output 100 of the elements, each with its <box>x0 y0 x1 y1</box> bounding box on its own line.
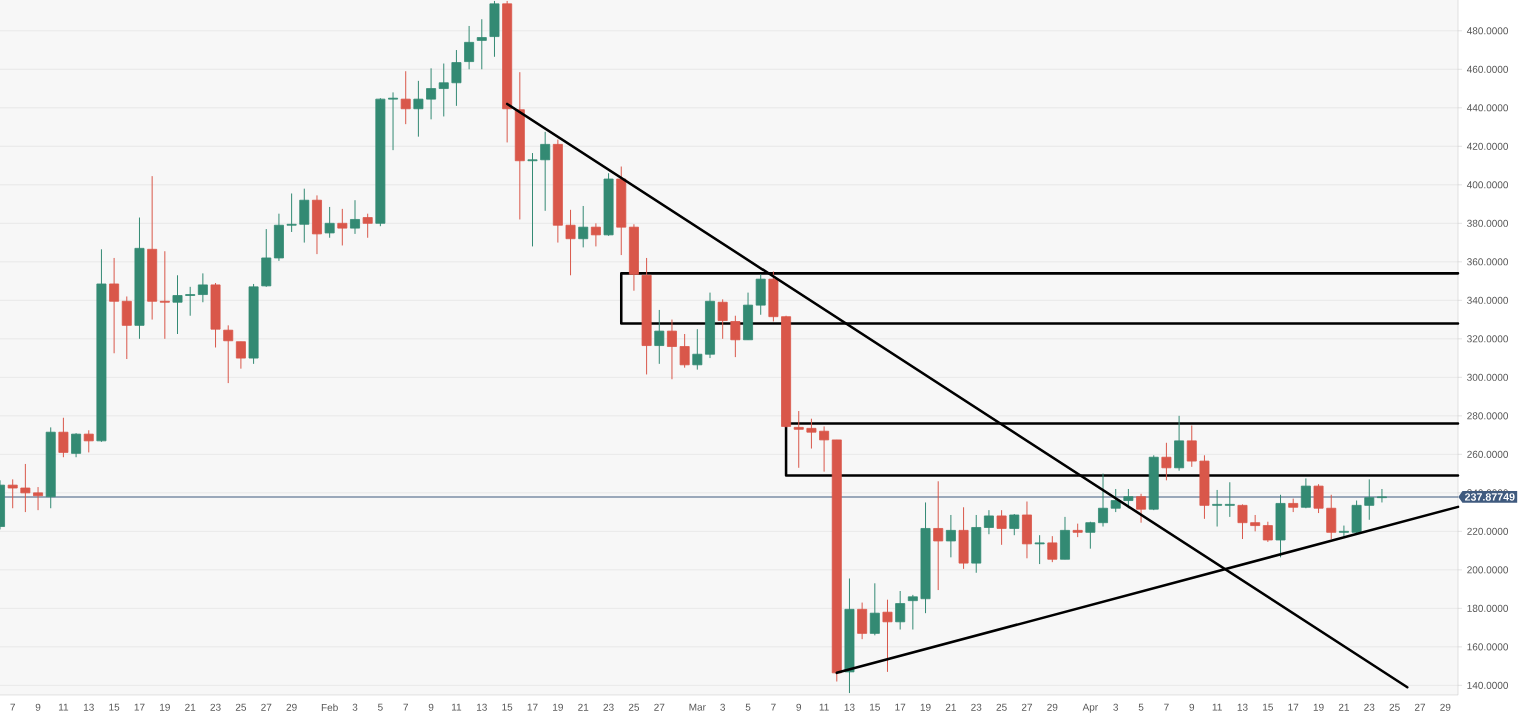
candlestick <box>185 286 196 317</box>
candlestick <box>1376 488 1387 503</box>
x-tick-label: 27 <box>654 703 665 711</box>
x-tick-label: 13 <box>844 703 855 711</box>
candlestick <box>692 328 703 371</box>
x-tick-label: 17 <box>527 703 538 711</box>
y-tick-label: 160.0000 <box>1467 643 1509 651</box>
candlestick <box>933 480 944 591</box>
candlestick <box>717 298 728 340</box>
candlestick <box>223 324 234 384</box>
candlestick <box>350 199 360 235</box>
x-tick-label: 17 <box>895 703 906 711</box>
candlestick <box>58 417 69 458</box>
candlestick <box>527 152 538 247</box>
x-tick-label: Feb <box>321 703 338 712</box>
x-tick-label: 15 <box>109 703 120 711</box>
candlestick <box>667 319 677 380</box>
candlestick <box>945 514 956 558</box>
x-tick-label: 29 <box>1440 703 1451 711</box>
x-tick-label: 7 <box>1164 703 1169 711</box>
y-tick-label: 440.0000 <box>1466 104 1509 112</box>
y-tick-label: 480.0000 <box>1466 27 1509 35</box>
candlestick <box>895 590 906 631</box>
candlestick <box>324 206 335 239</box>
x-tick-label: 9 <box>796 703 802 711</box>
candlestick <box>1313 483 1324 514</box>
x-tick-label: 15 <box>870 703 880 711</box>
x-tick-label: 21 <box>1338 703 1349 711</box>
candlestick <box>337 208 348 246</box>
candlestick <box>590 222 601 247</box>
x-tick-label: 11 <box>819 703 829 711</box>
x-tick-label: 11 <box>452 703 462 711</box>
x-tick-label: 23 <box>210 703 221 711</box>
x-tick-label: 17 <box>134 703 145 711</box>
x-tick-label: 5 <box>1138 703 1144 711</box>
candlestick <box>1262 521 1273 543</box>
candlestick <box>578 205 589 248</box>
y-tick-label: 420.0000 <box>1466 142 1509 150</box>
x-tick-label: 5 <box>745 703 751 711</box>
x-tick-label: 11 <box>1212 703 1222 711</box>
x-tick-label: 9 <box>35 703 41 711</box>
x-tick-label: 15 <box>502 703 513 711</box>
y-tick-label: 360.0000 <box>1467 258 1509 266</box>
y-tick-label: 280.0000 <box>1467 412 1509 420</box>
x-tick-label: 19 <box>920 703 931 711</box>
candlestick <box>20 463 31 513</box>
candlestick <box>464 25 475 70</box>
candlestick <box>540 131 551 212</box>
x-tick-label: 5 <box>377 703 383 711</box>
x-tick-label: 13 <box>83 703 94 711</box>
candlestick <box>1136 493 1147 524</box>
candlestick <box>882 599 893 673</box>
candlestick <box>1047 535 1058 563</box>
x-tick-label: 21 <box>945 703 956 711</box>
candlestick <box>362 213 373 239</box>
y-tick-label: 260.0000 <box>1467 450 1509 458</box>
candlestick <box>983 509 994 535</box>
candlestick <box>286 192 297 233</box>
y-tick-label: 140.0000 <box>1467 681 1509 689</box>
candlestick <box>1085 521 1096 550</box>
candlestick <box>1034 534 1045 565</box>
y-tick-label: 400.0000 <box>1466 181 1509 189</box>
y-tick-label: 320.0000 <box>1467 335 1509 343</box>
candlestick <box>819 425 830 473</box>
x-tick-label: 13 <box>1237 703 1248 711</box>
x-tick-label: Mar <box>689 703 706 711</box>
x-tick-label: 25 <box>1389 703 1400 711</box>
candlestick <box>1009 513 1020 536</box>
x-tick-label: 19 <box>553 703 563 711</box>
y-tick-label: 380.0000 <box>1467 219 1509 227</box>
x-tick-label: 3 <box>352 703 358 711</box>
x-tick-label: 23 <box>1364 703 1375 711</box>
candlestick <box>1300 477 1311 509</box>
candlestick <box>806 418 817 450</box>
y-tick-label: 300.0000 <box>1467 373 1509 381</box>
x-tick-label: 27 <box>261 703 272 711</box>
candlestick <box>1224 481 1235 518</box>
candlestick <box>109 257 120 354</box>
candlestick <box>7 478 18 509</box>
x-tick-label: 9 <box>1189 703 1195 711</box>
candlestick <box>1110 488 1121 513</box>
x-tick-label: 27 <box>1414 703 1426 711</box>
x-tick-label: 19 <box>160 703 170 711</box>
candlestick <box>426 67 437 120</box>
x-tick-label: 3 <box>1113 703 1119 711</box>
candlestick <box>1098 473 1108 528</box>
candlestick <box>413 80 424 138</box>
x-tick-label: 23 <box>603 703 614 711</box>
y-tick-label: 200.0000 <box>1467 566 1509 574</box>
x-tick-label: 3 <box>720 703 726 711</box>
candlestick <box>1338 525 1349 537</box>
candlestick <box>1364 478 1375 521</box>
candlestick <box>793 410 804 469</box>
candlestick <box>1212 489 1223 528</box>
candlestick <box>451 49 462 107</box>
candlestick <box>1237 503 1248 540</box>
x-tick-label: 27 <box>1021 703 1033 711</box>
candlestick <box>1186 424 1197 468</box>
candlestick <box>400 70 411 125</box>
candlestick <box>71 432 82 458</box>
